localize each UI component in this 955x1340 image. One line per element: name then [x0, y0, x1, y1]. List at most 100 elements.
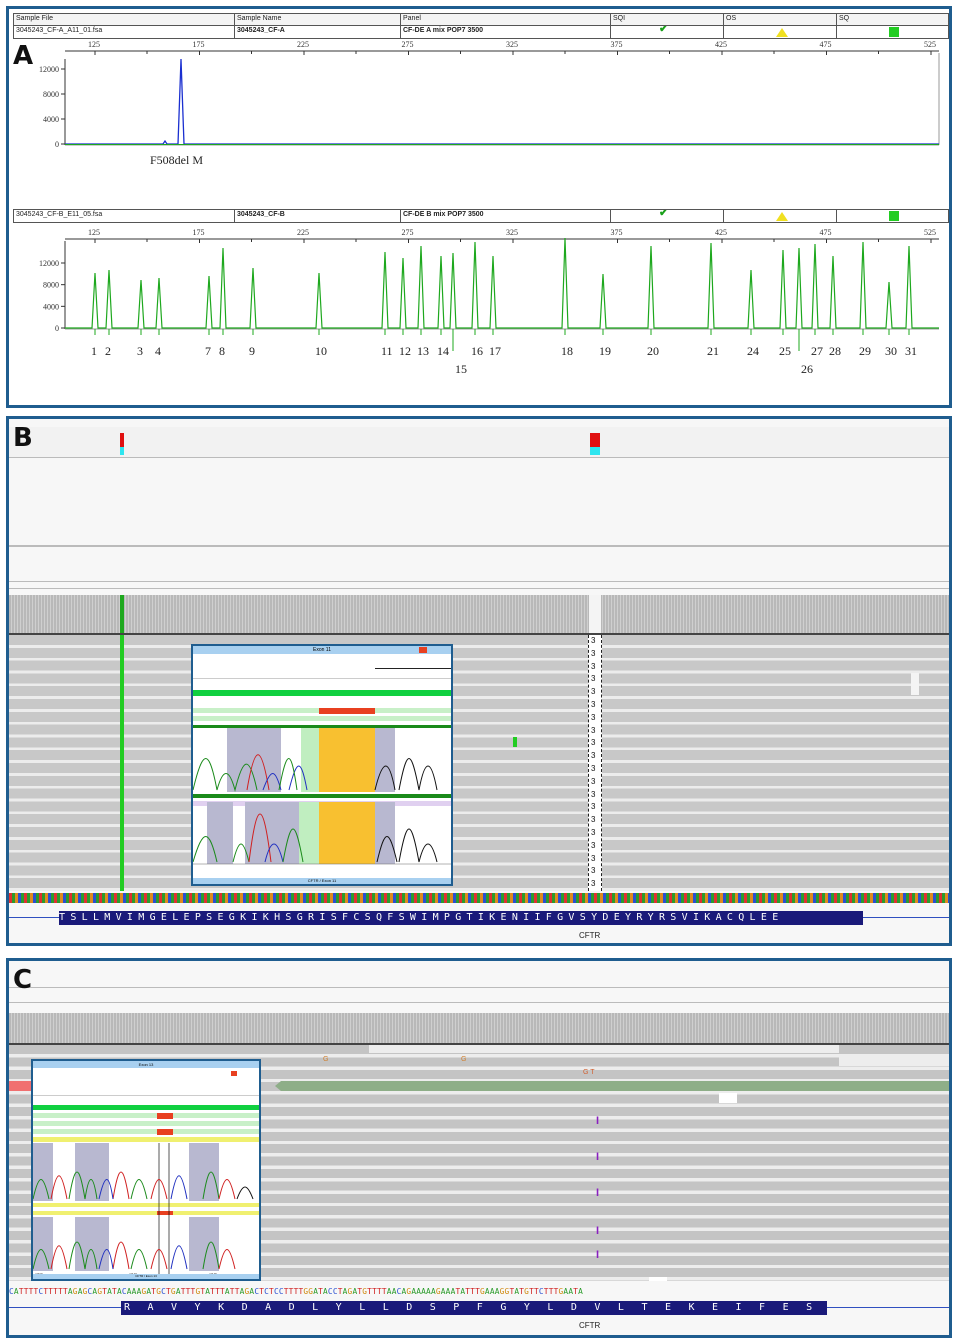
coverage-gap	[589, 595, 601, 633]
electropherogram-1-tick-label: 225	[297, 40, 309, 49]
check-icon: ✔	[659, 26, 669, 35]
insertion-marker[interactable]: I	[596, 1187, 600, 1199]
panel-c-label: C	[13, 965, 33, 995]
read-gap-3	[719, 1093, 737, 1103]
empty-track	[9, 987, 949, 1003]
amino-acid-bar[interactable]: RAVYKDADLYLLDSPFGYLDVLTEKEIFES	[121, 1301, 827, 1315]
sanger-inset-c[interactable]: Exon 13 1735 1740 1	[31, 1059, 261, 1281]
peak-label: 30	[885, 344, 897, 358]
read-letter-g1: G	[323, 1056, 329, 1063]
peak-label: 29	[859, 344, 871, 358]
peak-label: 11	[381, 344, 393, 358]
amino-acid-bar[interactable]: TSLLMVIMGELEPSEGKIKHSGRISFCSQFSWIMPGTIKE…	[59, 911, 863, 925]
quality-square-icon	[889, 27, 899, 37]
mismatch-mark	[513, 737, 517, 747]
sample-name-1: 3045243_CF-A	[235, 26, 401, 38]
electropherogram-2: 125 175 225 275 325 375 425 475 525 120008000400…	[39, 228, 939, 376]
inset-title: Exon 13	[33, 1061, 259, 1068]
peak-label: 15	[455, 362, 467, 376]
peak-label: 27	[811, 344, 823, 358]
panel-a: A Sample File Sample Name Panel SQI OS S…	[6, 6, 952, 408]
deletion-count-marker: 3	[591, 751, 596, 761]
peak-label: 13	[417, 344, 429, 358]
insertion-marker[interactable]: I	[596, 1151, 600, 1163]
reads-track[interactable]: 3 3 3 3 3 3 3 3 3 3 3 3 3 3 3 3 3 3 3 3	[9, 635, 949, 891]
variant-marker-2-genotype[interactable]	[590, 447, 600, 455]
deletion-count-marker: 3	[591, 725, 596, 735]
peak-label: 21	[707, 344, 719, 358]
peak-label-f508del: F508del M	[150, 153, 203, 167]
chromatogram-b: 125 130 135	[193, 728, 451, 865]
electropherogram-1-y-label: 8000	[43, 90, 59, 99]
peak-label: 24	[747, 344, 759, 358]
insertion-marker[interactable]: I	[596, 1115, 600, 1127]
electropherogram-2-tick-label: 225	[297, 228, 309, 237]
gene-track: RAVYKDADLYLLDSPFGYLDVLTEKEIFES	[9, 1301, 949, 1315]
electropherogram-2-tick-label: 525	[924, 228, 936, 237]
panel-b-label: B	[13, 423, 33, 453]
peak-label: 25	[779, 344, 791, 358]
deletion-count-marker: 3	[591, 700, 596, 709]
peak-label: 4	[155, 344, 161, 358]
sanger-inset-b[interactable]: Exon 11	[191, 644, 453, 886]
deletion-count-marker: 3	[591, 687, 596, 697]
read-gap-4	[649, 1277, 667, 1281]
sq-cell-1	[837, 26, 948, 38]
deletion-count-marker: 3	[591, 764, 596, 773]
electropherogram-2-tick-label: 475	[820, 228, 832, 237]
peak-label: 18	[561, 344, 573, 358]
inset-title: Exon 11	[193, 646, 451, 654]
header-sample-name[interactable]: Sample Name	[235, 14, 401, 25]
peak-label: 19	[599, 344, 611, 358]
peak-label: 31	[905, 344, 917, 358]
electropherogram-1-tick-label: 475	[820, 40, 832, 49]
highlighted-read[interactable]	[275, 1081, 949, 1091]
gene-name: CFTR	[579, 1321, 601, 1330]
deletion-count-marker: 3	[591, 674, 596, 684]
electropherogram-1-tick-label: 275	[402, 40, 414, 49]
peak-label: 16	[471, 344, 483, 358]
reference-sequence: CATTTTCTTTTTAGAGCAGTATACAAAGATGCTGATTTGT…	[9, 1287, 584, 1296]
insertion-marker[interactable]: I	[596, 1249, 600, 1261]
electropherogram-1-y-label: 0	[55, 140, 59, 149]
read-end	[911, 673, 919, 695]
sample-panel-2: CF-DE B mix POP7 3500	[401, 210, 611, 222]
deletion-count-marker: 3	[591, 789, 596, 799]
deletion-count-marker: 3	[591, 866, 596, 876]
electropherogram-1-tick-label: 325	[506, 40, 518, 49]
electropherogram-2-tick-label: 375	[611, 228, 623, 237]
peak-label: 20	[647, 344, 659, 358]
variant-marker-1-genotype[interactable]	[120, 447, 124, 455]
sample-panel-1: CF-DE A mix POP7 3500	[401, 26, 611, 38]
header-sqi[interactable]: SQI	[611, 14, 724, 25]
electropherogram-2-y-label: 12000	[39, 259, 59, 268]
peak-label: 10	[315, 344, 327, 358]
deletion-count-marker: 3	[591, 712, 596, 722]
variant-marker-1[interactable]	[120, 433, 124, 447]
panel-a-label: A	[13, 41, 34, 71]
deletion-count-marker: 3	[591, 815, 596, 825]
read-letter-g2: G	[461, 1056, 467, 1063]
variant-marker-2[interactable]	[590, 433, 600, 447]
header-sample-file[interactable]: Sample File	[14, 14, 235, 25]
os-cell-1	[724, 26, 837, 38]
insertion-marker[interactable]: I	[596, 1225, 600, 1237]
check-icon: ✔	[659, 210, 669, 219]
electropherogram-1: 125 175 225 275 325 375 425 475 525 12000 8000 400…	[39, 40, 940, 167]
peak-label: 9	[249, 344, 255, 358]
panel-b: B 3 3 3 3 3 3 3 3 3 3 3 3 3 3 3 3 3 3 3 3 TSLLMVIMGELEPSEGK…	[6, 416, 952, 946]
header-os[interactable]: OS	[724, 14, 837, 25]
header-panel[interactable]: Panel	[401, 14, 611, 25]
header-sq[interactable]: SQ	[839, 15, 850, 22]
sqi-cell-1: ✔	[611, 26, 724, 38]
electropherogram-2-tick-label: 325	[506, 228, 518, 237]
sample-row-1[interactable]: 3045243_CF-A_A11_01.fsa 3045243_CF-A CF-…	[13, 25, 949, 39]
deletion-count-marker: 3	[591, 738, 596, 748]
sample-name-2: 3045243_CF-B	[235, 210, 401, 222]
deletion-count-marker: 3	[591, 853, 596, 863]
warning-triangle-icon	[776, 28, 788, 37]
deletion-count-marker: 3	[591, 802, 596, 812]
warning-triangle-icon	[776, 212, 788, 221]
sample-row-2[interactable]: 3045243_CF-B_E11_05.fsa 3045243_CF-B CF-…	[13, 209, 949, 223]
electropherogram-2-tick-label: 125	[88, 228, 100, 237]
